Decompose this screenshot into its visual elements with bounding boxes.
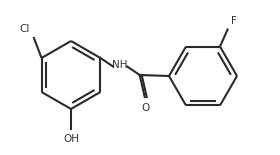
Text: Cl: Cl — [19, 24, 30, 34]
Text: O: O — [142, 103, 150, 113]
Text: F: F — [231, 16, 237, 26]
Text: NH: NH — [112, 60, 128, 69]
Text: OH: OH — [63, 134, 79, 144]
